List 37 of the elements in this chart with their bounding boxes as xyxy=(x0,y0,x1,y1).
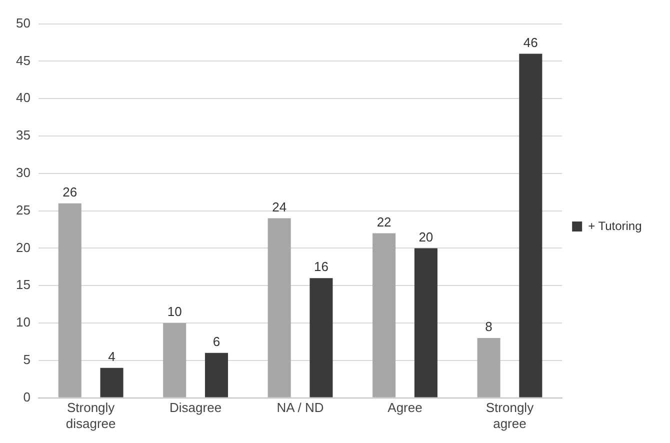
data-label: 8 xyxy=(485,319,492,334)
bar xyxy=(204,352,228,398)
data-label: 22 xyxy=(376,214,392,230)
bar xyxy=(519,54,542,398)
y-tick-label: 30 xyxy=(16,164,30,180)
data-label: 6 xyxy=(212,334,220,349)
y-tick-label: 45 xyxy=(16,52,30,68)
x-tick-label: Agree xyxy=(388,400,422,416)
data-label: 20 xyxy=(418,229,434,244)
y-tick-label: 5 xyxy=(23,352,30,367)
data-label: 26 xyxy=(62,184,78,200)
y-tick-label: 15 xyxy=(16,277,30,292)
y-tick-label: 20 xyxy=(16,240,30,255)
bar xyxy=(414,248,438,398)
data-label: 46 xyxy=(523,34,538,50)
bar xyxy=(310,278,333,398)
y-tick-label: 0 xyxy=(23,389,30,404)
x-tick-label: NA / ND xyxy=(276,400,324,416)
bar xyxy=(163,323,186,398)
bar xyxy=(100,368,124,398)
y-tick-label: 25 xyxy=(16,202,30,218)
y-tick-label: 40 xyxy=(16,90,30,106)
x-tick-label: Strongly agree xyxy=(486,400,534,431)
bar xyxy=(268,218,291,398)
y-tick-label: 35 xyxy=(16,128,30,143)
x-tick-label: Strongly disagree xyxy=(66,400,116,431)
data-label: 24 xyxy=(272,199,287,214)
legend-label: + Tutoring xyxy=(588,218,642,233)
x-tick-label: Disagree xyxy=(170,400,222,416)
data-label: 10 xyxy=(167,304,182,320)
bar xyxy=(372,233,396,398)
bar xyxy=(58,203,82,398)
data-label: 4 xyxy=(108,348,116,364)
data-label: 16 xyxy=(314,259,328,274)
bar xyxy=(477,338,500,398)
y-tick-label: 50 xyxy=(16,15,30,30)
y-tick-label: 10 xyxy=(16,314,30,330)
